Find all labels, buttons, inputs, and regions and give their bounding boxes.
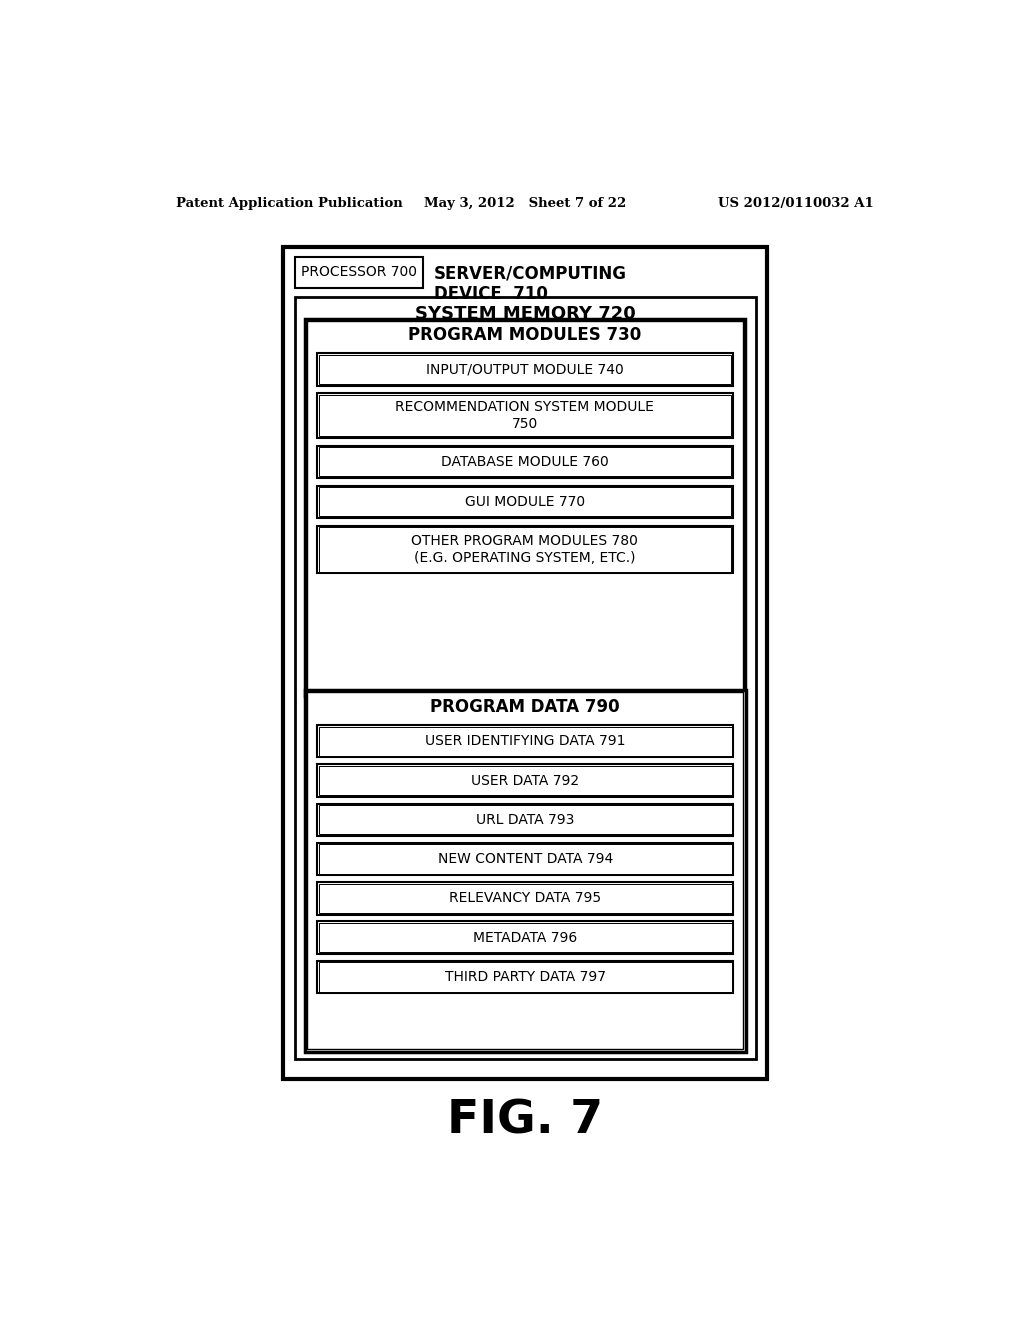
Text: OTHER PROGRAM MODULES 780
(E.G. OPERATING SYSTEM, ETC.): OTHER PROGRAM MODULES 780 (E.G. OPERATIN… [412,535,638,565]
Bar [307,692,743,1049]
Bar [318,487,731,516]
Text: RELEVANCY DATA 795: RELEVANCY DATA 795 [450,891,601,906]
Bar [318,527,731,572]
Text: PROCESSOR 700: PROCESSOR 700 [301,265,417,280]
Text: FIG. 7: FIG. 7 [446,1098,603,1143]
Text: PROGRAM MODULES 730: PROGRAM MODULES 730 [409,326,641,345]
Text: SYSTEM MEMORY 720: SYSTEM MEMORY 720 [415,305,636,323]
Bar [317,804,733,836]
Bar [318,923,732,952]
Bar [317,525,732,573]
Text: INPUT/OUTPUT MODULE 740: INPUT/OUTPUT MODULE 740 [426,363,624,376]
Bar [318,355,731,384]
Bar [318,447,731,477]
Text: US 2012/0110032 A1: US 2012/0110032 A1 [718,197,873,210]
Text: METADATA 796: METADATA 796 [473,931,578,945]
Bar [295,257,423,288]
Text: USER IDENTIFYING DATA 791: USER IDENTIFYING DATA 791 [425,734,626,748]
Text: SERVER/COMPUTING
DEVICE  710: SERVER/COMPUTING DEVICE 710 [434,264,627,304]
Bar [318,805,732,834]
Text: USER DATA 792: USER DATA 792 [471,774,580,788]
Bar [318,845,732,874]
Text: May 3, 2012   Sheet 7 of 22: May 3, 2012 Sheet 7 of 22 [424,197,626,210]
Text: DATABASE MODULE 760: DATABASE MODULE 760 [441,455,608,469]
Bar [317,843,733,875]
Bar [318,884,732,913]
Bar [317,921,733,954]
Text: THIRD PARTY DATA 797: THIRD PARTY DATA 797 [444,970,605,983]
Text: NEW CONTENT DATA 794: NEW CONTENT DATA 794 [437,853,612,866]
Bar [317,882,733,915]
Bar [305,689,745,1052]
Bar [283,247,767,1078]
Bar [317,486,732,517]
Bar [317,725,733,758]
Bar [318,962,732,991]
Text: GUI MODULE 770: GUI MODULE 770 [465,495,585,508]
Bar [318,726,732,756]
Bar [305,318,744,696]
Bar [318,395,731,437]
Bar [295,297,756,1059]
Text: RECOMMENDATION SYSTEM MODULE
750: RECOMMENDATION SYSTEM MODULE 750 [395,400,654,430]
Bar [317,764,733,797]
Bar [317,961,733,993]
Bar [307,321,742,693]
Text: PROGRAM DATA 790: PROGRAM DATA 790 [430,698,620,715]
Bar [317,354,732,385]
Bar [318,766,732,795]
Text: URL DATA 793: URL DATA 793 [476,813,574,826]
Bar [317,446,732,478]
Text: Patent Application Publication: Patent Application Publication [176,197,402,210]
Bar [317,393,732,438]
